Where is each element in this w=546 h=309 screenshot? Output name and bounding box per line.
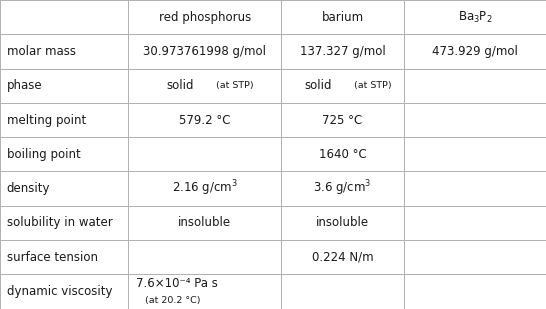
Text: (at STP): (at STP) bbox=[354, 81, 391, 90]
Text: solubility in water: solubility in water bbox=[7, 216, 112, 230]
Text: (at 20.2 °C): (at 20.2 °C) bbox=[145, 296, 200, 306]
Text: insoluble: insoluble bbox=[178, 216, 232, 230]
Text: (at STP): (at STP) bbox=[216, 81, 253, 90]
Text: solid: solid bbox=[167, 79, 194, 92]
Text: 2.16 g/cm$^3$: 2.16 g/cm$^3$ bbox=[172, 179, 238, 198]
Text: 7.6×10⁻⁴ Pa s: 7.6×10⁻⁴ Pa s bbox=[136, 277, 218, 290]
Text: 30.973761998 g/mol: 30.973761998 g/mol bbox=[143, 45, 266, 58]
Text: 1640 °C: 1640 °C bbox=[319, 148, 366, 161]
Text: insoluble: insoluble bbox=[316, 216, 369, 230]
Text: density: density bbox=[7, 182, 50, 195]
Text: phase: phase bbox=[7, 79, 42, 92]
Text: 725 °C: 725 °C bbox=[323, 113, 363, 127]
Text: solid: solid bbox=[304, 79, 332, 92]
Text: red phosphorus: red phosphorus bbox=[159, 11, 251, 24]
Text: melting point: melting point bbox=[7, 113, 86, 127]
Text: Ba$_3$P$_2$: Ba$_3$P$_2$ bbox=[458, 10, 492, 25]
Text: dynamic viscosity: dynamic viscosity bbox=[7, 285, 112, 298]
Text: 0.224 N/m: 0.224 N/m bbox=[312, 251, 373, 264]
Text: 3.6 g/cm$^3$: 3.6 g/cm$^3$ bbox=[313, 179, 372, 198]
Text: 579.2 °C: 579.2 °C bbox=[179, 113, 230, 127]
Text: 473.929 g/mol: 473.929 g/mol bbox=[432, 45, 518, 58]
Text: boiling point: boiling point bbox=[7, 148, 80, 161]
Text: molar mass: molar mass bbox=[7, 45, 75, 58]
Text: 137.327 g/mol: 137.327 g/mol bbox=[300, 45, 385, 58]
Text: barium: barium bbox=[322, 11, 364, 24]
Text: surface tension: surface tension bbox=[7, 251, 98, 264]
